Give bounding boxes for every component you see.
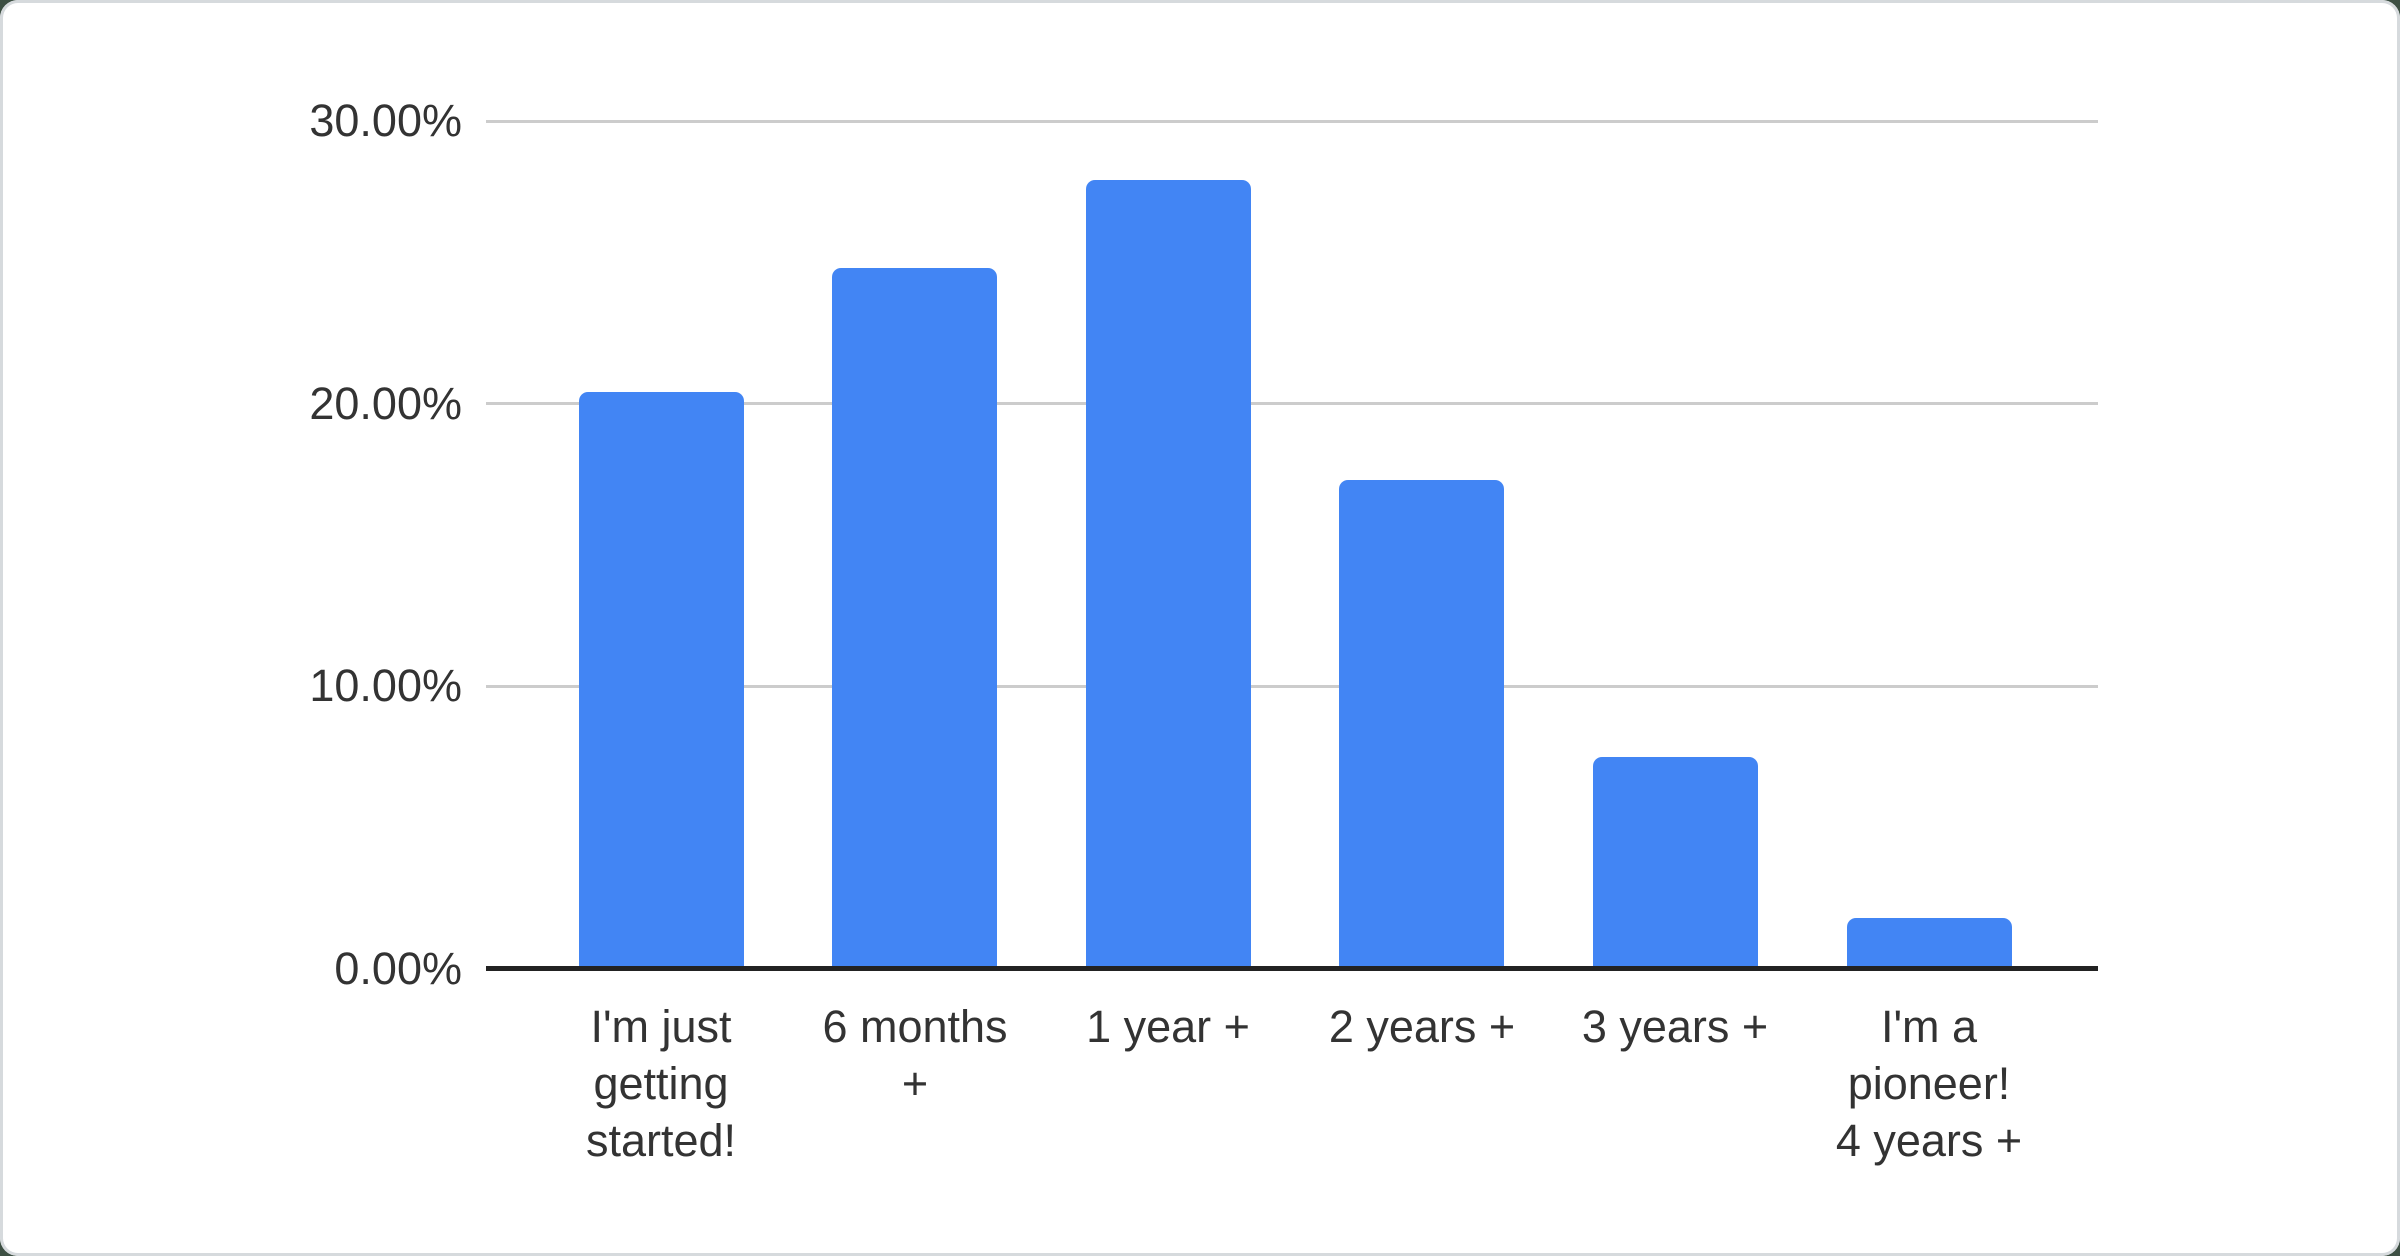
x-tick-label: I'm a pioneer! 4 years + (1835, 1001, 2023, 1166)
y-tick-label: 20.00% (309, 378, 462, 429)
y-tick-label: 30.00% (309, 95, 462, 146)
bar-4[interactable] (1339, 480, 1504, 969)
y-tick-label: 10.00% (309, 660, 462, 711)
y-tick-label: 0.00% (334, 943, 462, 994)
bar-1[interactable] (579, 392, 744, 969)
x-tick-label: 6 months + (822, 1001, 1008, 1109)
x-tick-label: I'm just getting started! (585, 1001, 737, 1166)
bar-6[interactable] (1847, 918, 2012, 969)
x-tick-label: 2 years + (1328, 1001, 1516, 1052)
x-tick-label: 1 year + (1086, 1001, 1250, 1052)
bar-5[interactable] (1593, 757, 1758, 969)
gridline (486, 402, 2098, 405)
x-tick-label: 3 years + (1581, 1001, 1769, 1052)
gridline (486, 120, 2098, 123)
bar-2[interactable] (832, 268, 997, 969)
bar-3[interactable] (1086, 180, 1251, 969)
gridline (486, 685, 2098, 688)
x-axis-line (486, 966, 2098, 971)
